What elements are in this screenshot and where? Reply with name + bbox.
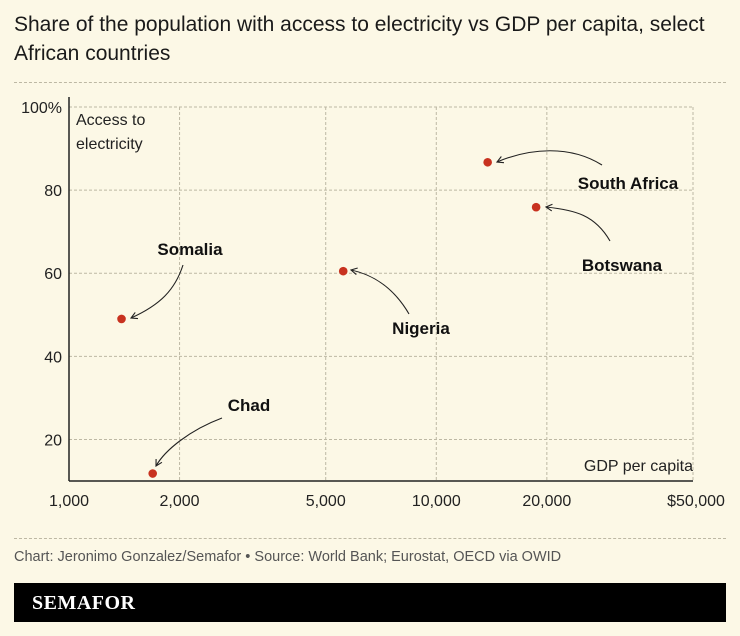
brand-logo: SEMAFOR [32,592,136,614]
source-note: Chart: Jeronimo Gonzalez/Semafor • Sourc… [14,549,562,565]
y-axis-label-line2: electricity [76,136,143,153]
x-tick-label: 5,000 [306,493,346,510]
annotations: Chad Somalia Nigeria South Africa Botswana [129,150,679,467]
arrowhead-icon [155,458,163,467]
data-point [117,314,126,324]
data-point [148,469,157,478]
x-tick-label: 1,000 [49,493,89,510]
arrowhead-icon [544,203,553,212]
x-axis-label: GDP per capita [584,458,693,475]
annotation-arrow [155,417,223,467]
y-tick-label: 80 [44,183,62,200]
scatter-chart: 20 40 60 80 100% 1,000 2,000 5,000 10,000 20,000 $… [21,97,725,510]
y-axis-label: Access to [76,112,145,129]
data-point [338,266,348,276]
divider [14,538,726,539]
points [117,157,541,478]
grid [69,106,694,481]
point-label: Nigeria [392,319,450,338]
point-label: Somalia [157,240,223,259]
x-tick-label: $50,000 [667,493,725,510]
arrowhead-icon [349,267,358,275]
annotation-arrow [130,264,184,319]
data-point [531,202,541,212]
arrowhead-icon [495,156,505,164]
annotation-arrow [350,269,410,315]
y-tick-label: 40 [44,349,62,366]
brand-bar: SEMAFOR [14,583,726,622]
point-label: South Africa [578,174,679,193]
chart-title: Share of the population with access to e… [14,13,705,65]
annotation-arrow [496,150,603,166]
y-tick-label: 20 [44,432,62,449]
arrowhead-icon [129,312,139,320]
y-tick-label: 60 [44,266,62,283]
annotation-arrow [545,206,611,242]
divider [14,82,726,83]
data-point [483,157,492,167]
x-tick-label: 10,000 [412,493,461,510]
point-label: Chad [228,396,271,415]
x-tick-label: 2,000 [160,493,200,510]
x-tick-label: 20,000 [522,493,571,510]
point-label: Botswana [582,256,663,275]
y-tick-label: 100% [21,100,62,117]
axes: 20 40 60 80 100% 1,000 2,000 5,000 10,000 20,000 $… [21,97,725,510]
